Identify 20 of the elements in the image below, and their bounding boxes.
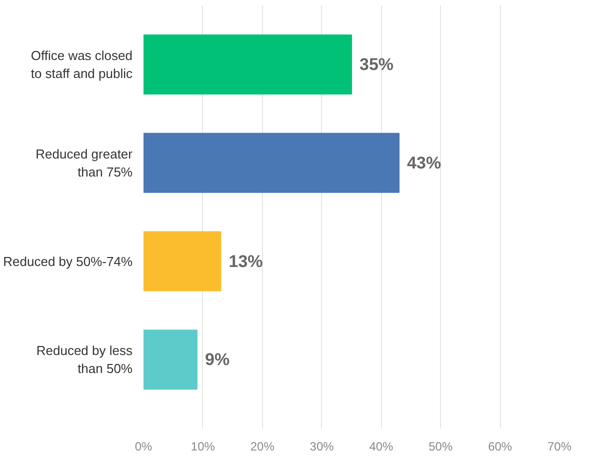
x-tick-label: 0% [134, 440, 152, 454]
bar [144, 132, 400, 193]
y-tick-label: Reduced by 50%-74% [3, 254, 133, 269]
x-tick-label: 50% [428, 440, 453, 454]
bar [144, 34, 352, 95]
x-tick-label: 60% [488, 440, 512, 454]
x-tick-label: 20% [250, 440, 275, 454]
y-tick-label: Reduced by less than 50% [36, 343, 133, 376]
x-tick-label: 30% [310, 440, 334, 454]
bar [144, 330, 198, 390]
data-label: 9% [204, 350, 230, 370]
y-tick-label: Reduced greater than 75% [36, 146, 134, 180]
x-tick-label: 40% [369, 440, 394, 454]
y-tick-label: Office was closed to staff and public [30, 48, 133, 82]
x-tick-label: 10% [190, 440, 216, 454]
bar [144, 231, 222, 292]
data-label: 13% [228, 252, 263, 271]
data-label: 35% [360, 55, 394, 74]
data-label: 43% [407, 153, 442, 172]
x-tick-label: 70% [547, 440, 572, 454]
